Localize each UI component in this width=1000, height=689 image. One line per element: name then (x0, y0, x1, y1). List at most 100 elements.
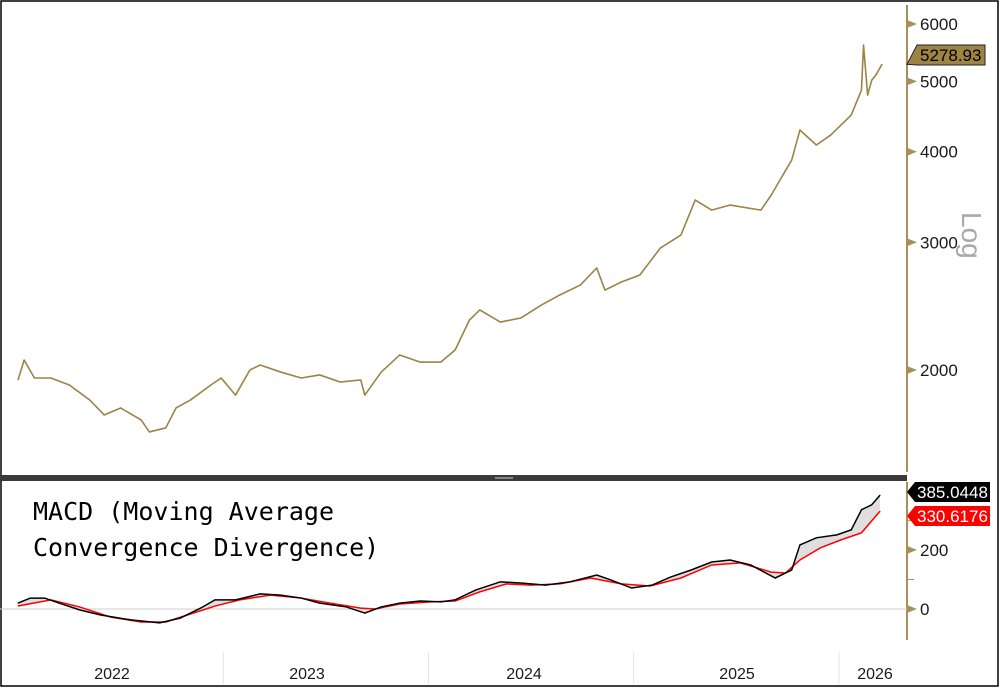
macd-point (569, 581, 571, 583)
price-point (830, 134, 832, 136)
macd-point (670, 576, 672, 578)
price-y-tick (907, 19, 917, 28)
macd-y-tick (907, 604, 917, 613)
signal-point (454, 600, 456, 602)
macd-point (280, 594, 282, 596)
price-point (454, 349, 456, 351)
price-point (89, 399, 91, 401)
price-point (50, 377, 52, 379)
price-point (862, 44, 865, 46)
price-point (33, 377, 36, 379)
price-point (860, 89, 863, 91)
macd-value-tag-label: 385.0448 (917, 483, 988, 502)
price-point (659, 247, 661, 249)
price-point (399, 354, 401, 356)
divider-handle[interactable] (495, 477, 513, 479)
price-y-tick-label: 5000 (920, 72, 958, 91)
price-point (440, 361, 442, 363)
macd-point (345, 606, 347, 608)
macd-point (596, 574, 598, 576)
signal-point (680, 577, 682, 579)
price-point (280, 371, 282, 373)
signal-point (799, 559, 801, 561)
price-point (419, 361, 421, 363)
signal-point (505, 583, 507, 585)
last-price-tag (906, 44, 986, 66)
log-scale-label: Log (956, 212, 987, 259)
price-point (360, 379, 362, 381)
price-point (850, 114, 852, 116)
signal-point (590, 577, 592, 579)
price-point (23, 359, 25, 361)
macd-point (631, 587, 633, 589)
macd-title-line-2: Convergence Divergence) (33, 533, 379, 562)
macd-point (235, 599, 237, 601)
price-point (380, 371, 382, 373)
panel-divider[interactable] (0, 475, 907, 481)
price-point (120, 407, 122, 409)
price-y-tick-label: 2000 (920, 361, 958, 380)
macd-point (690, 569, 692, 571)
signal-value-tag (907, 506, 990, 526)
macd-panel: MACD (Moving Average Convergence Diverge… (0, 482, 990, 640)
macd-point (79, 609, 81, 611)
price-point (259, 364, 261, 366)
price-point (791, 159, 793, 161)
macd-point (520, 582, 522, 584)
signal-point (879, 510, 881, 512)
signal-point (770, 571, 772, 573)
macd-point (815, 537, 817, 539)
price-y-tick (907, 147, 917, 156)
price-point (559, 294, 561, 296)
price-point (881, 63, 883, 65)
x-tick-label: 2025 (719, 666, 755, 683)
price-point (770, 194, 772, 196)
signal-value-tag-label: 330.6176 (917, 507, 988, 526)
signal-point (329, 602, 331, 604)
macd-point (17, 602, 19, 604)
macd-point (300, 597, 302, 599)
macd-point (159, 622, 161, 624)
signal-line (17, 510, 881, 623)
price-point (210, 384, 212, 386)
macd-point (791, 569, 793, 571)
macd-point (750, 564, 752, 566)
price-point (17, 379, 19, 381)
macd-point (454, 599, 456, 601)
x-tick-label: 2022 (94, 666, 130, 683)
macd-point (499, 581, 501, 583)
price-point (540, 304, 542, 306)
price-point (867, 94, 869, 96)
x-tick-label: 2023 (289, 666, 325, 683)
macd-point (380, 606, 382, 608)
price-point (729, 204, 731, 206)
macd-point (44, 597, 46, 599)
price-point (468, 319, 471, 321)
macd-point (799, 544, 801, 546)
price-point (103, 414, 105, 416)
price-point (175, 407, 177, 409)
macd-point (871, 504, 873, 506)
price-point (165, 427, 167, 429)
macd-point (711, 561, 713, 563)
signal-point (530, 584, 532, 586)
price-panel: 2000 3000 4000 5000 6000 5278.93 (17, 5, 986, 472)
macd-y-tick (907, 545, 917, 554)
price-point (249, 369, 251, 371)
x-axis: 2022 2023 2024 2025 2026 (94, 652, 893, 684)
macd-point (29, 597, 31, 599)
macd-point (364, 612, 366, 614)
price-point (520, 317, 522, 319)
macd-point (259, 593, 261, 595)
x-tick-label: 2026 (857, 666, 893, 683)
macd-point (440, 601, 442, 603)
signal-point (479, 591, 481, 593)
price-y-tick-label: 6000 (920, 15, 958, 34)
price-point (339, 381, 341, 383)
price-point (596, 267, 598, 269)
x-tick-label: 2024 (506, 666, 542, 683)
macd-point (319, 602, 321, 604)
macd-point (214, 599, 216, 601)
